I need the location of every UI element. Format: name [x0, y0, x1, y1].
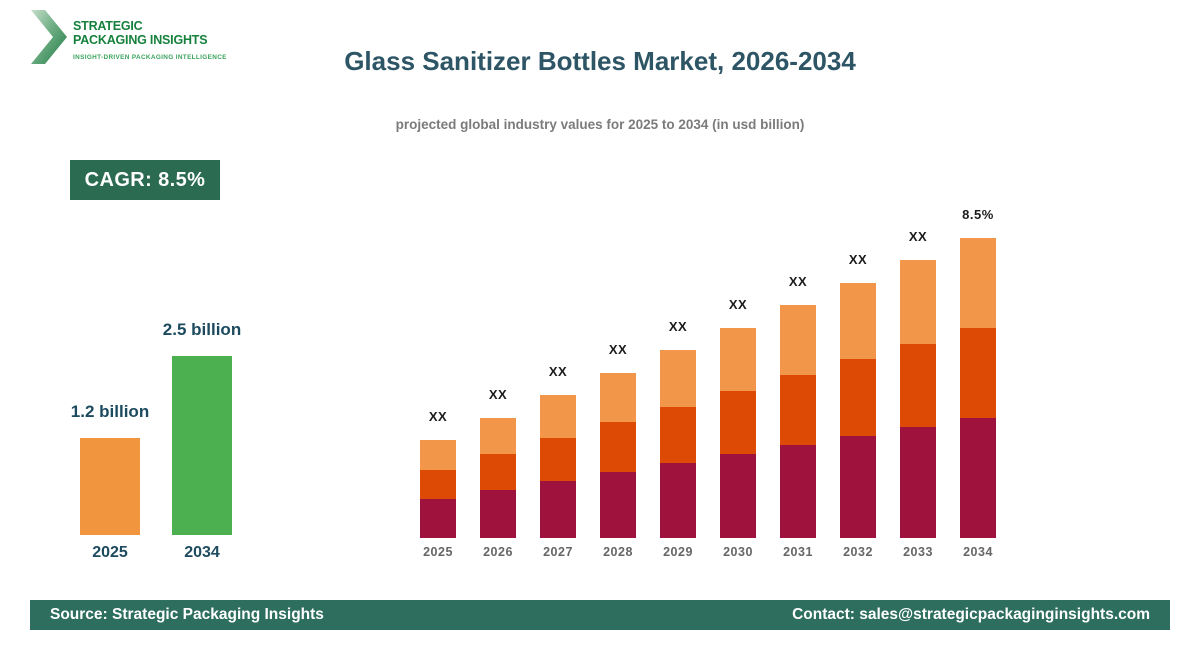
stack-column-2033: XX 2033	[900, 229, 936, 559]
top-segment	[840, 283, 876, 359]
middle-segment	[420, 470, 456, 499]
top-segment	[540, 395, 576, 438]
page-title: Glass Sanitizer Bottles Market, 2026-203…	[344, 46, 856, 76]
middle-segment	[960, 328, 996, 418]
logo-text: STRATEGIC PACKAGING INSIGHTS INSIGHT-DRI…	[73, 10, 227, 61]
mini-value-label: 2.5 billion	[162, 320, 242, 339]
stack-year-label: 2025	[423, 545, 453, 559]
top-segment	[420, 440, 456, 470]
top-segment	[480, 418, 516, 454]
bottom-segment	[900, 427, 936, 538]
footer-bar: Source: Strategic Packaging Insights Con…	[30, 600, 1170, 630]
top-segment	[900, 260, 936, 344]
page-subtitle: projected global industry values for 202…	[395, 117, 805, 132]
mini-bar-2025	[80, 438, 140, 535]
stack-year-label: 2031	[783, 545, 813, 559]
logo: STRATEGIC PACKAGING INSIGHTS INSIGHT-DRI…	[28, 10, 227, 64]
middle-segment	[480, 454, 516, 490]
stack-column-2031: XX 2031	[780, 274, 816, 559]
top-segment	[720, 328, 756, 391]
stack-column-2025: XX 2025	[420, 409, 456, 559]
top-segment	[600, 373, 636, 422]
stack-column-2029: XX 2029	[660, 319, 696, 559]
mini-bar-2034	[172, 356, 232, 535]
stack-year-label: 2033	[903, 545, 933, 559]
stack-column-2030: XX 2030	[720, 297, 756, 559]
stack-value-label: XX	[908, 229, 928, 244]
stack-value-label: XX	[488, 387, 508, 402]
middle-segment	[780, 375, 816, 445]
bottom-segment	[480, 490, 516, 538]
middle-segment	[600, 422, 636, 472]
stack-year-label: 2032	[843, 545, 873, 559]
footer-contact: Contact: sales@strategicpackaginginsight…	[792, 606, 1150, 623]
bottom-segment	[540, 481, 576, 538]
stack-value-label: XX	[608, 342, 628, 357]
middle-segment	[840, 359, 876, 436]
stack-value-label: XX	[788, 274, 808, 289]
stacked-bar-chart: XX 2025 XX 2026 XX 2027 XX 2028 XX 2029 XX 2030 XX 20…	[420, 207, 996, 559]
stack-column-2026: XX 2026	[480, 387, 516, 559]
stack-year-label: 2030	[723, 545, 753, 559]
bottom-segment	[840, 436, 876, 538]
bottom-segment	[600, 472, 636, 538]
top-segment	[960, 238, 996, 328]
bottom-segment	[660, 463, 696, 538]
stack-year-label: 2027	[543, 545, 573, 559]
stack-value-label: XX	[428, 409, 448, 424]
stack-column-2032: XX 2032	[840, 252, 876, 559]
middle-segment	[540, 438, 576, 481]
stack-year-label: 2034	[963, 545, 993, 559]
bottom-segment	[720, 454, 756, 538]
stack-value-label: XX	[548, 364, 568, 379]
cagr-badge: CAGR: 8.5%	[70, 160, 220, 200]
logo-chevron-icon	[31, 10, 67, 64]
mini-value-label: 1.2 billion	[70, 402, 150, 421]
mini-bar-column-2025: 1.2 billion 2025	[71, 402, 149, 562]
stack-value-label: XX	[668, 319, 688, 334]
stack-value-label: 8.5%	[962, 207, 994, 222]
top-segment	[660, 350, 696, 407]
middle-segment	[660, 407, 696, 463]
bottom-segment	[780, 445, 816, 538]
mini-year-label: 2034	[184, 544, 220, 561]
stack-column-2034: 8.5% 2034	[960, 207, 996, 559]
stack-column-2027: XX 2027	[540, 364, 576, 559]
middle-segment	[720, 391, 756, 454]
stack-value-label: XX	[728, 297, 748, 312]
logo-tagline: INSIGHT-DRIVEN PACKAGING INTELLIGENCE	[73, 54, 227, 61]
logo-line2: PACKAGING INSIGHTS	[73, 32, 208, 47]
mini-year-label: 2025	[92, 544, 128, 561]
mini-comparison-chart: 1.2 billion 2025 2.5 billion 2034	[71, 320, 241, 562]
stack-value-label: XX	[848, 252, 868, 267]
stack-year-label: 2029	[663, 545, 693, 559]
top-segment	[780, 305, 816, 375]
mini-bar-column-2034: 2.5 billion 2034	[163, 320, 241, 562]
footer-source: Source: Strategic Packaging Insights	[50, 606, 324, 623]
stack-column-2028: XX 2028	[600, 342, 636, 559]
bottom-segment	[420, 499, 456, 538]
stack-year-label: 2028	[603, 545, 633, 559]
bottom-segment	[960, 418, 996, 538]
stack-year-label: 2026	[483, 545, 513, 559]
logo-line1: STRATEGIC	[73, 19, 143, 33]
middle-segment	[900, 344, 936, 427]
